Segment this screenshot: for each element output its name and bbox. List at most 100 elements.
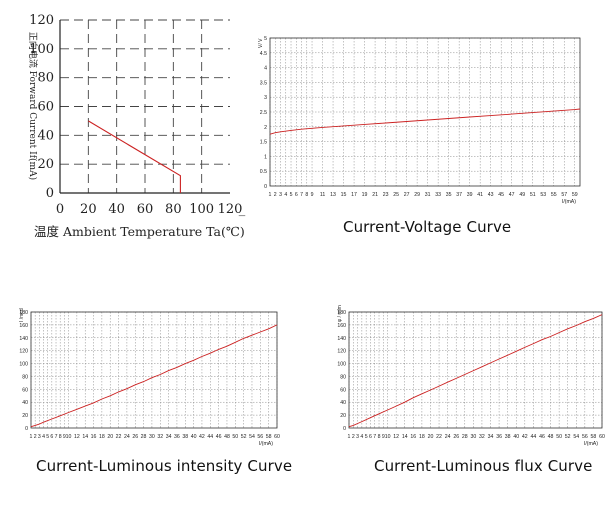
x-tick-label: 7 — [300, 192, 303, 198]
x-tick-label: 38 — [182, 434, 188, 440]
y-tick-label: 40 — [340, 400, 346, 406]
y-tick-label: 120 — [337, 349, 346, 355]
x-tick-label: 36 — [174, 434, 180, 440]
x-tick-label: 22 — [116, 434, 122, 440]
x-tick-label: 28 — [141, 434, 147, 440]
x-tick-label: 10 — [385, 434, 391, 440]
current-luminous-flux-caption: Current-Luminous flux Curve — [374, 457, 593, 475]
x-tick-label: 54 — [573, 434, 579, 440]
y-tick-label: 20 — [340, 413, 346, 419]
x-tick-label: 60 — [274, 434, 280, 440]
x-tick-label: 47 — [509, 192, 515, 198]
y-tick-label: 4.5 — [260, 51, 267, 57]
x-tick-label: 19 — [362, 192, 368, 198]
x-tick-label: 2 — [352, 434, 355, 440]
y-tick-label: 120 — [29, 13, 54, 28]
y-tick-label: 160 — [337, 323, 346, 329]
x-tick-label: 4 — [360, 434, 363, 440]
x-tick-label: 18 — [99, 434, 105, 440]
x-tick-label: 14 — [402, 434, 408, 440]
x-tick-label: 120 — [218, 202, 243, 217]
x-tick-label: 56 — [257, 434, 263, 440]
y-tick-label: 120 — [19, 349, 28, 355]
series-line — [348, 314, 603, 428]
x-tick-label: _ — [239, 202, 246, 217]
current-luminous-intensity-caption: Current-Luminous intensity Curve — [36, 457, 293, 475]
x-tick-label: 5 — [46, 434, 49, 440]
x-tick-label: 6 — [369, 434, 372, 440]
current-voltage-caption: Current-Voltage Curve — [343, 218, 512, 236]
y-tick-label: 40 — [22, 400, 28, 406]
x-tick-label: 11 — [320, 192, 325, 198]
y-tick-label: 140 — [19, 336, 28, 342]
x-tick-label: 56 — [582, 434, 588, 440]
x-tick-label: 100 — [189, 202, 214, 217]
x-tick-label: 20 — [428, 434, 434, 440]
y-tick-label: 5 — [264, 36, 267, 42]
plot-frame — [269, 37, 581, 187]
series-line — [88, 120, 181, 193]
x-tick-label: 51 — [530, 192, 536, 198]
x-tick-label: 59 — [572, 192, 578, 198]
x-tick-label: 2 — [274, 192, 277, 198]
x-tick-label: 20 — [80, 202, 97, 217]
y-tick-label: 180 — [337, 310, 346, 316]
x-tick-label: 40 — [108, 202, 125, 217]
x-tick-label: 14 — [82, 434, 88, 440]
x-tick-label: 6 — [50, 434, 53, 440]
x-tick-label: 2 — [34, 434, 37, 440]
x-tick-label: 40 — [191, 434, 197, 440]
x-axis-label: I/(mA) — [584, 441, 598, 447]
x-tick-label: 1 — [348, 434, 351, 440]
x-tick-label: 24 — [445, 434, 451, 440]
x-tick-label: 5 — [365, 434, 368, 440]
x-tick-label: 39 — [467, 192, 473, 198]
y-axis-label: 正向电流 Forward Current If(mA) — [27, 32, 39, 180]
x-tick-label: 38 — [505, 434, 511, 440]
y-axis-label: I /mcd — [19, 308, 25, 322]
x-axis-label: I/(mA) — [562, 199, 576, 205]
x-tick-label: 8 — [378, 434, 381, 440]
series-line — [30, 324, 278, 428]
x-tick-label: 48 — [224, 434, 230, 440]
y-tick-label: 60 — [22, 387, 28, 393]
x-tick-label: 50 — [232, 434, 238, 440]
plot-frame — [30, 311, 278, 429]
y-tick-label: 1.5 — [260, 140, 267, 146]
x-axis-label: 温度 Ambient Temperature Ta(℃) — [34, 224, 245, 239]
y-tick-label: 0 — [46, 186, 54, 201]
y-tick-label: 4 — [264, 66, 267, 72]
x-tick-label: 28 — [462, 434, 468, 440]
x-tick-label: 13 — [330, 192, 336, 198]
x-tick-label: 49 — [519, 192, 525, 198]
x-tick-label: 52 — [241, 434, 247, 440]
x-tick-label: 10 — [66, 434, 72, 440]
y-tick-label: 140 — [337, 336, 346, 342]
x-tick-label: 17 — [351, 192, 357, 198]
x-tick-label: 36 — [496, 434, 502, 440]
y-tick-label: 0 — [25, 426, 28, 432]
x-tick-label: 46 — [216, 434, 222, 440]
x-tick-label: 32 — [479, 434, 485, 440]
x-tick-label: 32 — [157, 434, 163, 440]
y-axis-label: V/ V — [258, 38, 264, 48]
series-line — [269, 108, 581, 135]
x-tick-label: 43 — [488, 192, 494, 198]
x-tick-label: 21 — [372, 192, 378, 198]
x-tick-label: 7 — [373, 434, 376, 440]
x-tick-label: 45 — [498, 192, 504, 198]
x-tick-label: 41 — [477, 192, 483, 198]
x-tick-label: 30 — [470, 434, 476, 440]
x-tick-label: 52 — [565, 434, 571, 440]
x-tick-label: 25 — [393, 192, 399, 198]
plot-frame — [348, 311, 603, 429]
y-tick-label: 80 — [340, 374, 346, 380]
x-tick-label: 53 — [540, 192, 546, 198]
x-tick-label: 4 — [42, 434, 45, 440]
x-tick-label: 22 — [436, 434, 442, 440]
x-tick-label: 29 — [414, 192, 420, 198]
x-tick-label: 3 — [279, 192, 282, 198]
x-tick-label: 9 — [63, 434, 66, 440]
x-tick-label: 55 — [551, 192, 557, 198]
